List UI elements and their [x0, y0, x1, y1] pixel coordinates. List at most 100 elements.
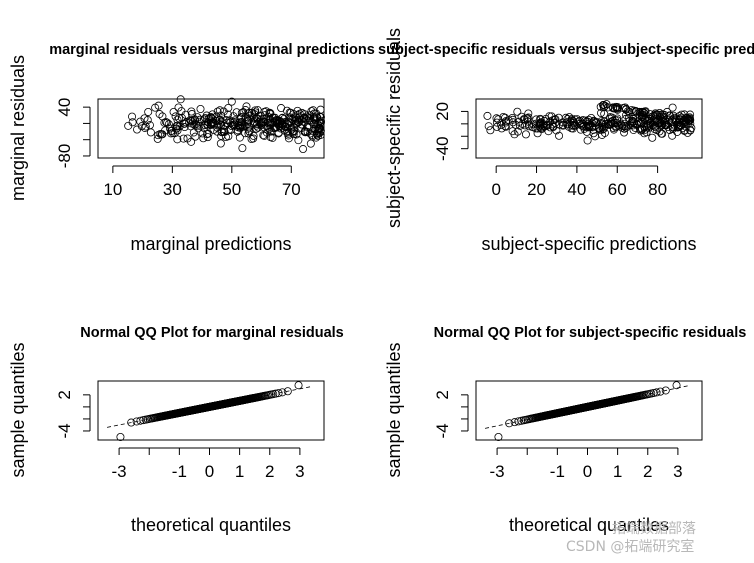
data-point-p1 — [221, 133, 230, 142]
data-point-p2 — [647, 117, 656, 126]
data-point-p1 — [227, 97, 236, 106]
title-p3: Normal QQ Plot for marginal residuals — [80, 325, 343, 341]
data-point-p2 — [536, 114, 545, 123]
data-point-p1 — [153, 134, 162, 143]
data-point-p2 — [612, 103, 621, 112]
data-point-p1 — [155, 110, 164, 119]
data-point-p2 — [613, 119, 622, 128]
data-point-p1 — [225, 116, 234, 125]
qq-point-p3 — [294, 381, 303, 390]
xlabel-p2: subject-specific predictions — [481, 234, 696, 254]
x-tick-label-p3: -3 — [112, 462, 127, 481]
data-point-p1 — [235, 123, 244, 132]
data-point-p1 — [163, 118, 172, 127]
title-p4: Normal QQ Plot for subject-specific resi… — [434, 325, 747, 341]
data-point-p2 — [673, 127, 682, 136]
data-point-p2 — [494, 115, 503, 124]
data-point-p2 — [571, 121, 580, 130]
data-point-p1 — [252, 124, 261, 133]
data-point-p1 — [306, 139, 315, 148]
data-point-p2 — [521, 130, 530, 139]
data-point-p1 — [260, 131, 269, 140]
qq-point-p3 — [283, 387, 292, 396]
data-point-p2 — [563, 115, 572, 124]
plot-frame-p2 — [475, 98, 703, 159]
data-point-p1 — [144, 107, 153, 116]
data-point-p1 — [277, 104, 286, 113]
data-point-p1 — [201, 114, 210, 123]
data-point-p2 — [614, 121, 623, 130]
data-point-p1 — [243, 109, 252, 118]
data-point-p2 — [604, 119, 613, 128]
data-point-p2 — [637, 107, 646, 116]
data-point-p2 — [661, 121, 670, 130]
data-point-p1 — [206, 113, 215, 122]
data-point-p1 — [248, 108, 257, 117]
data-point-p1 — [198, 129, 207, 138]
data-point-p1 — [171, 112, 180, 121]
qq-point-p3 — [136, 416, 145, 425]
data-point-p1 — [294, 113, 303, 122]
x-tick-label-p4: -3 — [490, 462, 505, 481]
data-point-p2 — [620, 119, 629, 128]
x-tick-label-p2: 0 — [491, 180, 500, 199]
data-point-p2 — [621, 123, 630, 132]
data-point-p2 — [501, 122, 510, 131]
data-point-p1 — [169, 107, 178, 116]
data-point-p2 — [552, 126, 561, 135]
data-point-p2 — [625, 116, 634, 125]
data-point-p2 — [621, 115, 630, 124]
data-point-p1 — [208, 119, 217, 128]
data-point-p2 — [677, 119, 686, 128]
data-point-p2 — [671, 115, 680, 124]
y-tick-label-p2: 20 — [433, 102, 452, 121]
qq-point-p4 — [494, 432, 503, 441]
data-point-p2 — [528, 123, 537, 132]
ylabel-p2: subject-specific residuals — [384, 28, 404, 228]
data-point-p2 — [520, 115, 529, 124]
qq-points-p3 — [116, 381, 303, 441]
data-point-p2 — [565, 113, 574, 122]
y-tick-label-p3: -4 — [55, 423, 74, 438]
data-point-p1 — [172, 124, 181, 133]
y-tick-label-p2: -40 — [433, 136, 452, 161]
data-point-p1 — [200, 123, 209, 132]
data-point-p1 — [316, 105, 325, 114]
data-point-p1 — [179, 134, 188, 143]
data-point-p1 — [314, 131, 323, 140]
data-point-p1 — [307, 107, 316, 116]
data-point-p2 — [631, 123, 640, 132]
data-point-p2 — [643, 123, 652, 132]
qq-point-p4 — [652, 388, 661, 397]
x-tick-label-p4: -1 — [550, 462, 565, 481]
xlabel-p4: theoretical quantiles — [509, 515, 669, 535]
data-point-p1 — [284, 134, 293, 143]
panel-marginal-residuals: marginal residuals versus marginal predi… — [8, 42, 375, 254]
data-point-p2 — [492, 122, 501, 131]
data-point-p2 — [609, 104, 618, 113]
data-point-p2 — [543, 121, 552, 130]
data-point-p1 — [305, 116, 314, 125]
axes-p4: -3 -1 0 1 2 3 -4 2 — [433, 385, 691, 481]
y-tick-label-p1: -80 — [55, 144, 74, 169]
data-point-p1 — [128, 112, 137, 121]
qq-point-p3 — [278, 388, 287, 397]
data-point-p1 — [229, 121, 238, 130]
data-point-p1 — [259, 131, 268, 140]
ylabel-p3: sample quantiles — [8, 342, 28, 477]
data-point-p1 — [154, 131, 163, 140]
data-point-p2 — [577, 121, 586, 130]
data-point-p1 — [208, 110, 217, 119]
panel-qq-marginal: Normal QQ Plot for marginal residuals -3… — [8, 325, 344, 535]
data-point-p2 — [582, 127, 591, 136]
data-point-p1 — [278, 114, 287, 123]
y-tick-label-p4: -4 — [433, 423, 452, 438]
panel-qq-subject-specific: Normal QQ Plot for subject-specific resi… — [384, 325, 746, 535]
data-point-p1 — [238, 118, 247, 127]
data-point-p2 — [591, 132, 600, 141]
data-point-p2 — [665, 111, 674, 120]
data-point-p1 — [235, 133, 244, 142]
data-point-p1 — [215, 106, 224, 115]
data-point-p2 — [650, 125, 659, 134]
data-point-p1 — [264, 123, 273, 132]
